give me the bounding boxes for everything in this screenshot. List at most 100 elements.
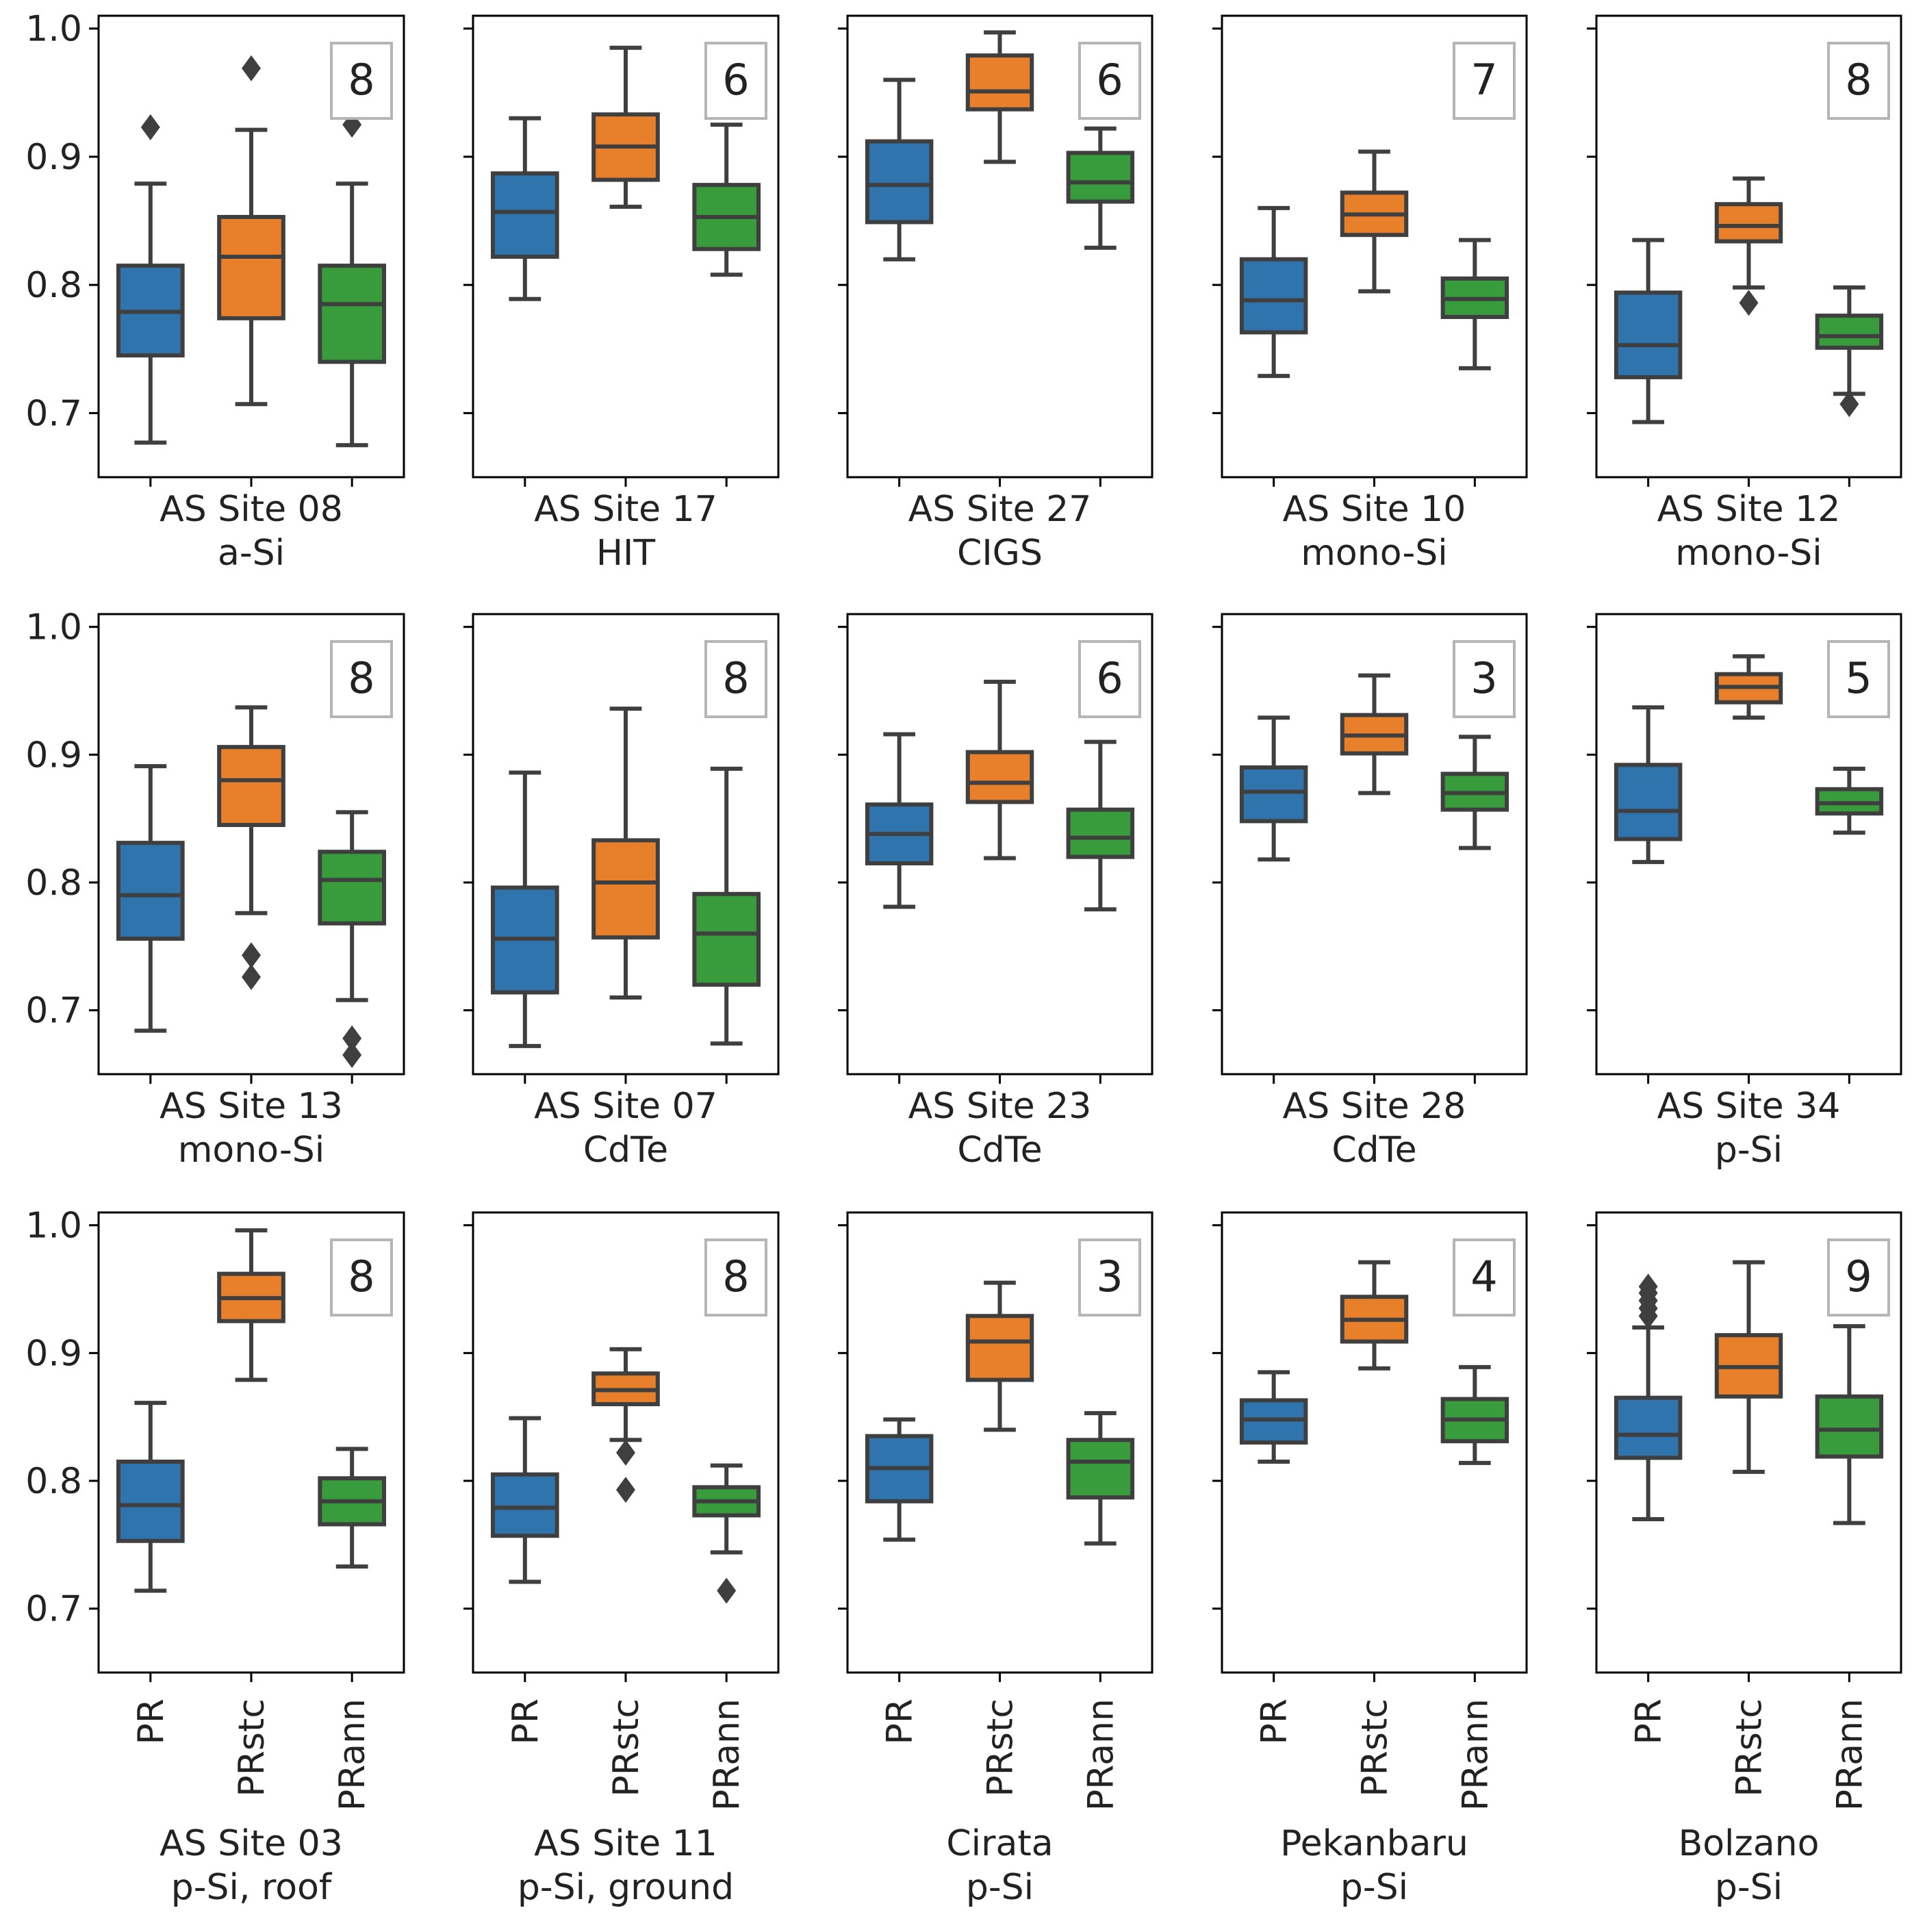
y-tick-label: 0.8 bbox=[25, 1461, 82, 1502]
y-tick-label: 0.9 bbox=[25, 137, 82, 178]
site-label: Cirata bbox=[946, 1823, 1053, 1864]
panels-layer: 0.7 0.8 0.9 1.0 8 AS Site 08a-Si 6 AS Site 17HI… bbox=[25, 9, 1902, 1908]
site-label: AS Site 10 bbox=[1283, 489, 1466, 530]
count-label: 8 bbox=[722, 653, 749, 703]
x-category-label: PRstc bbox=[231, 1699, 272, 1797]
technology-label: CdTe bbox=[1331, 1130, 1416, 1171]
x-category-label: PR bbox=[1629, 1699, 1670, 1745]
count-box bbox=[704, 1238, 767, 1317]
count-box bbox=[330, 640, 393, 718]
site-label: Pekanbaru bbox=[1280, 1823, 1468, 1864]
box-prstc bbox=[217, 745, 285, 827]
panel-11: PR PRstc PRann 8 AS Site 11p-Si, ground bbox=[463, 1211, 780, 1908]
count-label: 8 bbox=[722, 1251, 749, 1301]
box-prann bbox=[318, 264, 387, 364]
outlier-point bbox=[242, 55, 261, 81]
box-pr bbox=[1614, 763, 1683, 841]
count-box bbox=[704, 42, 767, 120]
x-category-label: PR bbox=[505, 1699, 546, 1745]
technology-label: p-Si bbox=[1340, 1867, 1408, 1908]
count-box bbox=[1453, 1238, 1516, 1317]
site-label: AS Site 23 bbox=[908, 1086, 1092, 1127]
x-category-label: PRann bbox=[1455, 1699, 1496, 1811]
site-label: AS Site 27 bbox=[908, 489, 1092, 530]
count-label: 8 bbox=[348, 55, 374, 105]
x-category-label: PR bbox=[1254, 1699, 1295, 1745]
x-category-label: PRann bbox=[1829, 1699, 1870, 1811]
outlier-point bbox=[1839, 391, 1859, 418]
count-label: 8 bbox=[348, 1251, 374, 1301]
outlier-point bbox=[1638, 1273, 1658, 1300]
outlier-point bbox=[1739, 290, 1759, 316]
count-label: 3 bbox=[1096, 1251, 1123, 1301]
box-prann bbox=[1066, 807, 1135, 859]
site-label: AS Site 07 bbox=[534, 1086, 717, 1127]
technology-label: mono-Si bbox=[1301, 533, 1447, 574]
outlier-point bbox=[616, 1477, 635, 1503]
technology-label: p-Si, ground bbox=[518, 1867, 734, 1908]
panel-0: 0.7 0.8 0.9 1.0 8 AS Site 08a-Si bbox=[25, 9, 405, 574]
box-pr bbox=[490, 1472, 559, 1538]
technology-label: p-Si bbox=[1715, 1130, 1783, 1171]
count-box bbox=[330, 1238, 393, 1317]
technology-label: CdTe bbox=[583, 1130, 668, 1171]
count-label: 5 bbox=[1845, 653, 1872, 703]
count-label: 6 bbox=[1096, 653, 1123, 703]
technology-label: p-Si, roof bbox=[171, 1867, 333, 1908]
count-box bbox=[1827, 640, 1890, 718]
count-box bbox=[330, 42, 393, 120]
y-tick-label: 0.7 bbox=[25, 393, 82, 434]
site-label: AS Site 13 bbox=[160, 1086, 343, 1127]
count-box bbox=[1827, 42, 1890, 120]
count-label: 9 bbox=[1845, 1251, 1872, 1301]
technology-label: mono-Si bbox=[178, 1130, 324, 1171]
box-pr bbox=[116, 1460, 185, 1543]
box-pr bbox=[116, 841, 185, 941]
x-category-label: PRstc bbox=[1729, 1699, 1770, 1797]
site-label: AS Site 34 bbox=[1657, 1086, 1841, 1127]
box-prann bbox=[1815, 1394, 1884, 1459]
count-label: 8 bbox=[1845, 55, 1872, 105]
site-label: AS Site 12 bbox=[1657, 489, 1841, 530]
box-prann bbox=[318, 850, 387, 926]
count-box bbox=[1078, 42, 1141, 120]
y-tick-label: 1.0 bbox=[25, 1206, 82, 1247]
count-label: 4 bbox=[1470, 1251, 1497, 1301]
box-prstc bbox=[591, 838, 660, 940]
box-prstc bbox=[1714, 202, 1783, 244]
outlier-point bbox=[616, 1439, 635, 1466]
y-tick-label: 1.0 bbox=[25, 9, 82, 50]
box-prann bbox=[692, 891, 761, 987]
count-box bbox=[704, 640, 767, 718]
site-label: AS Site 03 bbox=[160, 1823, 343, 1864]
outlier-point bbox=[342, 1042, 362, 1068]
box-prstc bbox=[217, 214, 285, 320]
box-pr bbox=[1614, 1395, 1683, 1460]
technology-label: p-Si bbox=[966, 1867, 1034, 1908]
technology-label: CIGS bbox=[957, 533, 1043, 574]
box-prstc bbox=[965, 1314, 1034, 1382]
outlier-point bbox=[717, 1577, 737, 1604]
outlier-point bbox=[242, 964, 261, 991]
box-pr bbox=[1614, 290, 1683, 379]
count-label: 7 bbox=[1470, 55, 1497, 105]
x-category-label: PR bbox=[131, 1699, 172, 1745]
count-box bbox=[1078, 1238, 1141, 1317]
y-tick-label: 0.7 bbox=[25, 991, 82, 1032]
outlier-point bbox=[242, 942, 261, 969]
y-tick-label: 0.9 bbox=[25, 1333, 82, 1374]
x-category-label: PRstc bbox=[606, 1699, 647, 1797]
box-prann bbox=[1066, 1438, 1135, 1500]
technology-label: p-Si bbox=[1715, 1867, 1783, 1908]
box-prann bbox=[1815, 314, 1884, 350]
